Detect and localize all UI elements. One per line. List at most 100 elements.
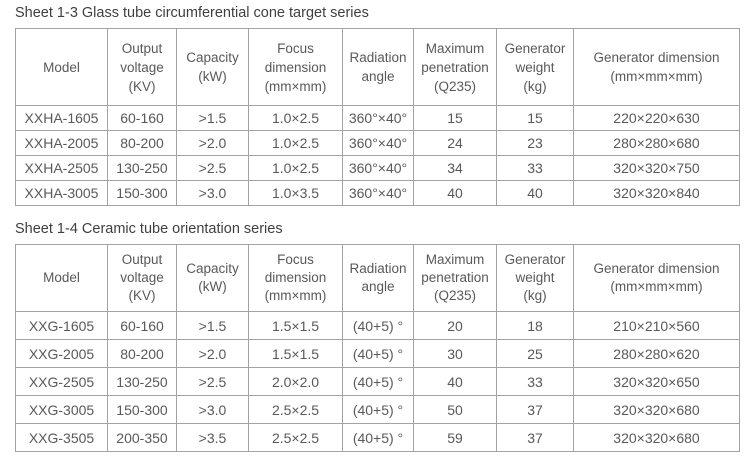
table-cell: 80-200 bbox=[107, 130, 177, 156]
table-cell: 2.0×2.0 bbox=[248, 367, 343, 396]
table-cell: 210×210×560 bbox=[573, 311, 740, 340]
table-row: XXG-3505 200-350 >3.5 2.5×2.5 (40+5) ° 59 37 32… bbox=[15, 423, 740, 452]
column-header: Generator dimension (mm×mm×mm) bbox=[573, 244, 740, 312]
column-header: Capacity (kW) bbox=[176, 244, 249, 312]
table-cell: XXG-2005 bbox=[15, 339, 108, 368]
table-cell: 150-300 bbox=[107, 395, 177, 424]
column-header: Generator weight (kg) bbox=[496, 28, 574, 106]
table-cell: 37 bbox=[496, 423, 574, 452]
table-cell: 130-250 bbox=[107, 367, 177, 396]
table-cell: >3.0 bbox=[176, 180, 249, 206]
sheet-1-4-section: Sheet 1-4 Ceramic tube orientation serie… bbox=[15, 220, 750, 452]
table-cell: 1.0×2.5 bbox=[248, 105, 343, 131]
table-cell: >2.5 bbox=[176, 155, 249, 181]
table-cell: 33 bbox=[496, 155, 574, 181]
table-cell: 320×320×680 bbox=[573, 395, 740, 424]
table-cell: 200-350 bbox=[107, 423, 177, 452]
table-cell: 80-200 bbox=[107, 339, 177, 368]
table-cell: XXHA-3005 bbox=[15, 180, 108, 206]
table-cell: >2.0 bbox=[176, 130, 249, 156]
table-cell: 360°×40° bbox=[342, 155, 414, 181]
table-cell: 40 bbox=[413, 367, 497, 396]
table-cell: XXG-1605 bbox=[15, 311, 108, 340]
table-cell: XXG-3005 bbox=[15, 395, 108, 424]
table-cell: 40 bbox=[413, 180, 497, 206]
table-cell: >1.5 bbox=[176, 105, 249, 131]
column-header: Model bbox=[15, 244, 108, 312]
table-row: XXG-2005 80-200 >2.0 1.5×1.5 (40+5) ° 30 25 280… bbox=[15, 339, 740, 368]
table-cell: 34 bbox=[413, 155, 497, 181]
table-cell: 1.5×1.5 bbox=[248, 339, 343, 368]
table-cell: 130-250 bbox=[107, 155, 177, 181]
table-cell: 320×320×680 bbox=[573, 423, 740, 452]
column-header: Maximum penetration (Q235) bbox=[413, 28, 497, 106]
table-cell: 360°×40° bbox=[342, 130, 414, 156]
table-row: XXG-2505 130-250 >2.5 2.0×2.0 (40+5) ° 40 33 32… bbox=[15, 367, 740, 396]
table-cell: (40+5) ° bbox=[342, 367, 414, 396]
table-cell: 1.5×1.5 bbox=[248, 311, 343, 340]
table-cell: 24 bbox=[413, 130, 497, 156]
table-row: XXHA-2005 80-200 >2.0 1.0×2.5 360°×40° 24 23 28… bbox=[15, 130, 740, 156]
table-cell: 2.5×2.5 bbox=[248, 395, 343, 424]
header-row: Model Output voltage (KV) Capacity (kW) Foc… bbox=[15, 28, 740, 106]
table-cell: 23 bbox=[496, 130, 574, 156]
table-cell: 1.0×3.5 bbox=[248, 180, 343, 206]
table-cell: >1.5 bbox=[176, 311, 249, 340]
table-cell: (40+5) ° bbox=[342, 311, 414, 340]
sheet-1-3-title: Sheet 1-3 Glass tube circumferential con… bbox=[15, 5, 369, 21]
column-header: Capacity (kW) bbox=[176, 28, 249, 106]
table-cell: 25 bbox=[496, 339, 574, 368]
table-cell: 15 bbox=[413, 105, 497, 131]
column-header: Maximum penetration (Q235) bbox=[413, 244, 497, 312]
table-cell: XXG-2505 bbox=[15, 367, 108, 396]
table-row: XXHA-3005 150-300 >3.0 1.0×3.5 360°×40° 40 40 3… bbox=[15, 180, 740, 206]
table-cell: XXHA-1605 bbox=[15, 105, 108, 131]
table-cell: 150-300 bbox=[107, 180, 177, 206]
table-cell: 2.5×2.5 bbox=[248, 423, 343, 452]
table-cell: 30 bbox=[413, 339, 497, 368]
table-cell: 60-160 bbox=[107, 105, 177, 131]
table-cell: 50 bbox=[413, 395, 497, 424]
table-cell: 280×280×680 bbox=[573, 130, 740, 156]
table-cell: XXG-3505 bbox=[15, 423, 108, 452]
sheet-1-4-title: Sheet 1-4 Ceramic tube orientation serie… bbox=[15, 221, 283, 237]
column-header: Output voltage (KV) bbox=[107, 244, 177, 312]
column-header: Radiation angle bbox=[342, 244, 414, 312]
column-header: Model bbox=[15, 28, 108, 106]
table-cell: 320×320×840 bbox=[573, 180, 740, 206]
table-cell: 18 bbox=[496, 311, 574, 340]
ceramic-tube-spec-table: Model Output voltage (KV) Capacity (kW) Foc… bbox=[15, 244, 740, 452]
table-cell: (40+5) ° bbox=[342, 423, 414, 452]
table-cell: >2.0 bbox=[176, 339, 249, 368]
table-cell: 1.0×2.5 bbox=[248, 155, 343, 181]
table-cell: (40+5) ° bbox=[342, 339, 414, 368]
table-cell: 280×280×620 bbox=[573, 339, 740, 368]
table-cell: 320×320×750 bbox=[573, 155, 740, 181]
table-cell: XXHA-2505 bbox=[15, 155, 108, 181]
table-cell: 15 bbox=[496, 105, 574, 131]
table-cell: >3.5 bbox=[176, 423, 249, 452]
table-cell: 33 bbox=[496, 367, 574, 396]
sheet-1-3-section: Sheet 1-3 Glass tube circumferential con… bbox=[15, 4, 750, 206]
table-cell: 20 bbox=[413, 311, 497, 340]
column-header: Radiation angle bbox=[342, 28, 414, 106]
column-header: Generator weight (kg) bbox=[496, 244, 574, 312]
table-row: XXG-1605 60-160 >1.5 1.5×1.5 (40+5) ° 20 18 210… bbox=[15, 311, 740, 340]
column-header: Focus dimension (mm×mm) bbox=[248, 244, 343, 312]
table-cell: 37 bbox=[496, 395, 574, 424]
table-cell: >3.0 bbox=[176, 395, 249, 424]
table-row: XXG-3005 150-300 >3.0 2.5×2.5 (40+5) ° 50 37 32… bbox=[15, 395, 740, 424]
column-header: Output voltage (KV) bbox=[107, 28, 177, 106]
table-cell: 220×220×630 bbox=[573, 105, 740, 131]
table-cell: 1.0×2.5 bbox=[248, 130, 343, 156]
table-row: XXHA-1605 60-160 >1.5 1.0×2.5 360°×40° 15 15 22… bbox=[15, 105, 740, 131]
header-row: Model Output voltage (KV) Capacity (kW) Foc… bbox=[15, 244, 740, 312]
column-header: Focus dimension (mm×mm) bbox=[248, 28, 343, 106]
table-cell: 360°×40° bbox=[342, 180, 414, 206]
table-cell: >2.5 bbox=[176, 367, 249, 396]
table-cell: 320×320×650 bbox=[573, 367, 740, 396]
table-cell: 360°×40° bbox=[342, 105, 414, 131]
table-row: XXHA-2505 130-250 >2.5 1.0×2.5 360°×40° 34 33 3… bbox=[15, 155, 740, 181]
column-header: Generator dimension (mm×mm×mm) bbox=[573, 28, 740, 106]
